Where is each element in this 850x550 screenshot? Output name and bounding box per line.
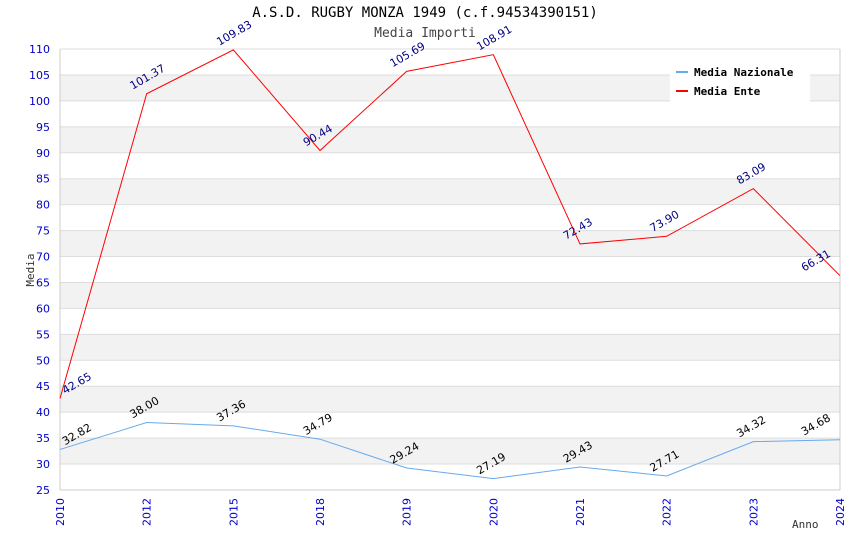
x-tick-label: 2022 bbox=[661, 498, 674, 526]
x-tick-label: 2018 bbox=[314, 498, 327, 526]
grid-band bbox=[60, 282, 840, 309]
grid-band bbox=[60, 334, 840, 361]
data-label: 34.32 bbox=[734, 413, 768, 440]
grid-band bbox=[60, 386, 840, 413]
y-tick-label: 85 bbox=[36, 173, 50, 186]
grid-band bbox=[60, 126, 840, 153]
grid-band bbox=[60, 438, 840, 465]
y-tick-label: 25 bbox=[36, 484, 50, 497]
y-tick-label: 110 bbox=[29, 43, 50, 56]
y-tick-label: 90 bbox=[36, 147, 50, 160]
x-tick-label: 2010 bbox=[54, 498, 67, 526]
y-tick-label: 55 bbox=[36, 328, 50, 341]
x-tick-label: 2024 bbox=[834, 498, 847, 526]
legend-item: Media Ente bbox=[694, 85, 761, 98]
chart-subtitle: Media Importi bbox=[374, 26, 476, 41]
x-tick-label: 2019 bbox=[401, 498, 414, 526]
data-label: 105.69 bbox=[388, 39, 428, 70]
y-tick-label: 95 bbox=[36, 121, 50, 134]
grid-band bbox=[60, 230, 840, 257]
y-tick-label: 50 bbox=[36, 354, 50, 367]
x-tick-label: 2020 bbox=[487, 498, 500, 526]
y-tick-label: 60 bbox=[36, 302, 50, 315]
x-tick-label: 2021 bbox=[574, 498, 587, 526]
y-tick-label: 80 bbox=[36, 199, 50, 212]
y-tick-label: 75 bbox=[36, 225, 50, 238]
series-line-nazionale bbox=[59, 422, 841, 480]
x-tick-label: 2023 bbox=[747, 498, 760, 526]
y-tick-label: 30 bbox=[36, 458, 50, 471]
data-label: 34.79 bbox=[301, 411, 335, 438]
series-line-ente bbox=[59, 49, 841, 399]
data-label: 34.68 bbox=[799, 411, 833, 438]
x-tick-label: 2015 bbox=[227, 498, 240, 526]
chart-title: A.S.D. RUGBY MONZA 1949 (c.f.94534390151… bbox=[252, 5, 598, 21]
y-tick-label: 100 bbox=[29, 95, 50, 108]
y-tick-label: 35 bbox=[36, 432, 50, 445]
x-tick-label: 2012 bbox=[141, 498, 154, 526]
y-axis-label: Media bbox=[24, 253, 37, 286]
grid-band bbox=[60, 178, 840, 205]
data-label: 109.83 bbox=[214, 18, 254, 49]
y-tick-label: 45 bbox=[36, 380, 50, 393]
y-tick-label: 40 bbox=[36, 406, 50, 419]
legend-box bbox=[670, 60, 810, 102]
y-tick-label: 70 bbox=[36, 251, 50, 264]
y-tick-label: 65 bbox=[36, 276, 50, 289]
legend-item: Media Nazionale bbox=[694, 66, 794, 79]
x-axis-label: Anno bbox=[792, 518, 819, 531]
y-tick-label: 105 bbox=[29, 69, 50, 82]
